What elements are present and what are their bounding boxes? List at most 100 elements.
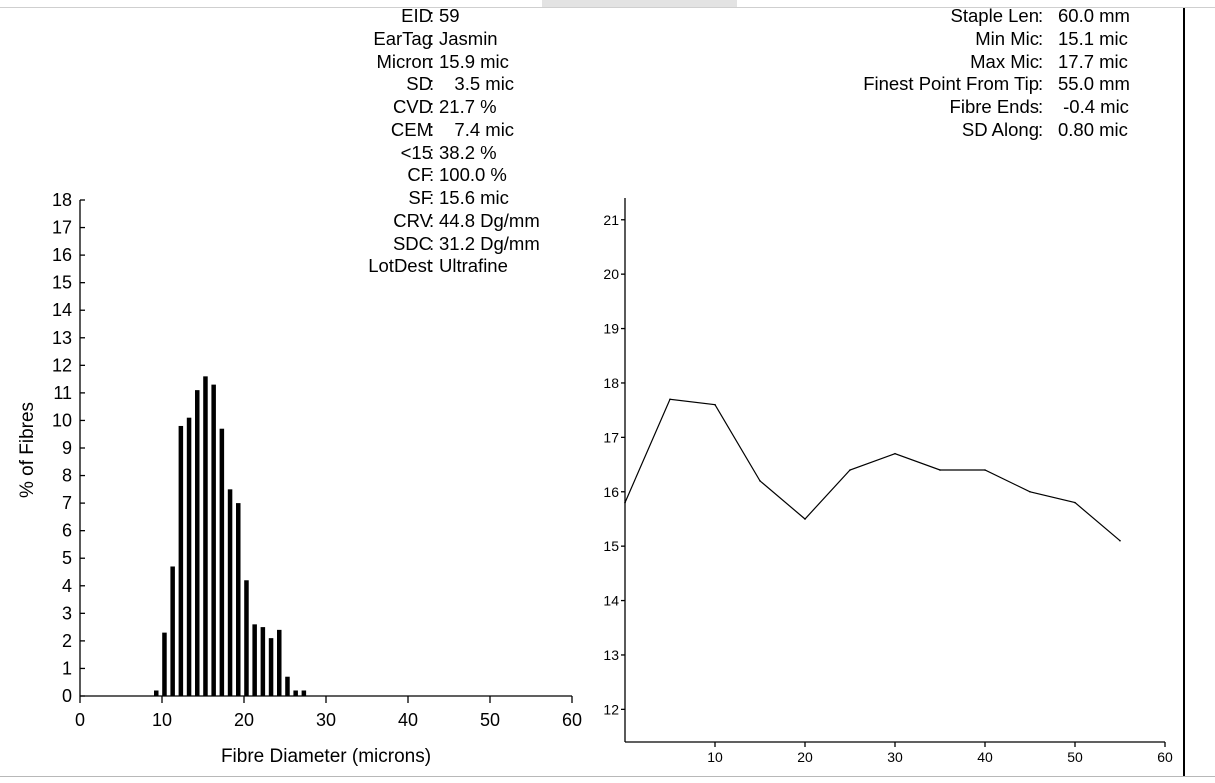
profile-y-tick-label: 12 <box>603 701 619 717</box>
staple-stat-staple-len-row: Staple Len:60.0 mm <box>800 5 1180 28</box>
histogram-y-tick-label: 5 <box>62 548 72 568</box>
stat-crv-row: CRV:44.8 Dg/mm <box>300 210 600 233</box>
profile-data-point <box>1074 501 1076 504</box>
stat-crv-value: 44.8 Dg/mm <box>439 209 540 231</box>
report-bottom-edge <box>0 776 1215 777</box>
stat-eid-value: 59 <box>439 5 460 26</box>
histogram-y-tick-label: 11 <box>53 383 72 403</box>
histogram-y-tick-label: 15 <box>52 273 72 293</box>
histogram-x-tick-label: 40 <box>398 710 418 730</box>
stat-cvd-row: CVD:21.7 % <box>300 96 600 119</box>
staple-stat-fibre-ends-row: Fibre Ends: -0.4 mic <box>800 96 1180 119</box>
stat-cem-value: 7.4 mic <box>439 118 515 140</box>
histogram-y-tick-label: 0 <box>62 686 72 706</box>
histogram-bar <box>236 503 241 696</box>
stat-cf-value: 100.0 % <box>439 164 507 186</box>
histogram-bar <box>260 627 266 696</box>
histogram-x-tick-label: 20 <box>234 710 254 730</box>
staple-stat-fibre-ends-label: Fibre Ends <box>949 96 1039 117</box>
staple-stat-min-mic-value: 15.1 mic <box>1058 27 1128 49</box>
staple-stat-sd-along-label: SD Along <box>961 118 1039 140</box>
stat-sdc-label: SDC <box>392 232 432 254</box>
histogram-bar <box>268 638 274 696</box>
stat-sd-label: SD <box>406 73 432 95</box>
stat-lotdest-value: Ultrafine <box>439 255 508 277</box>
staple-stat-min-mic-separator: : <box>1038 27 1044 49</box>
histogram-bar <box>195 390 200 696</box>
stat-crv-label: CRV <box>393 209 432 231</box>
histogram-x-tick-label: 60 <box>562 710 582 730</box>
staple-stat-finest-point-from-tip-label: Finest Point From Tip <box>863 73 1039 95</box>
stat-cf-row: CF:100.0 % <box>300 164 600 187</box>
histogram-y-tick-label: 3 <box>62 603 72 623</box>
histogram-y-tick-label: 14 <box>52 300 72 320</box>
histogram-bar <box>301 690 307 696</box>
staple-stats-panel: Staple Len:60.0 mm Min Mic:15.1 mic Max Mi… <box>800 5 1180 142</box>
profile-y-tick-label: 18 <box>603 375 619 391</box>
stat-sf-value: 15.6 mic <box>439 187 509 208</box>
histogram-y-tick-label: 12 <box>52 355 72 375</box>
profile-x-tick-label: 10 <box>707 749 723 765</box>
histogram-bar <box>277 629 282 696</box>
profile-x-tick-label: 50 <box>1067 749 1083 765</box>
stat-sd-separator: : <box>429 73 435 95</box>
staple-stat-min-mic-row: Min Mic:15.1 mic <box>800 28 1180 51</box>
staple-stat-staple-len-separator: : <box>1038 5 1044 26</box>
histogram-y-tick-label: 4 <box>62 576 72 596</box>
histogram-bar <box>227 489 233 696</box>
stat-sf-row: SF:15.6 mic <box>300 187 600 210</box>
stat-eartag-separator: : <box>429 27 435 49</box>
report-right-border <box>1183 8 1185 776</box>
profile-data-point <box>849 469 851 471</box>
histogram-bar <box>252 624 257 696</box>
stat-cf-separator: : <box>429 164 435 186</box>
profile-data-point <box>624 501 626 504</box>
histogram-x-tick-label: 10 <box>152 710 172 730</box>
profile-data-point <box>669 398 671 401</box>
stat-eid-row: EID:59 <box>300 5 600 28</box>
profile-y-tick-label: 19 <box>603 321 619 337</box>
histogram-bar <box>211 384 216 696</box>
histogram-bar <box>186 417 192 696</box>
histogram-bar <box>244 580 249 696</box>
histogram-y-tick-label: 18 <box>52 190 72 210</box>
histogram-bar <box>162 632 167 696</box>
histogram-bar <box>285 676 290 696</box>
staple-stat-max-mic-label: Max Mic <box>970 50 1039 72</box>
staple-stat-max-mic-separator: : <box>1038 50 1044 72</box>
stat-sd-value: 3.5 mic <box>439 73 515 95</box>
histogram-x-tick-label: 0 <box>75 710 85 730</box>
stat-eartag-label: EarTag <box>373 27 432 49</box>
staple-stat-finest-point-from-tip-value: 55.0 mm <box>1058 73 1130 95</box>
profile-data-point <box>984 469 986 471</box>
staple-stat-sd-along-row: SD Along:0.80 mic <box>800 119 1180 142</box>
histogram-bar <box>203 376 208 696</box>
staple-stat-staple-len-label: Staple Len <box>950 5 1039 26</box>
stat-micron-row: Micron:15.9 mic <box>300 51 600 74</box>
stat-lotdest-separator: : <box>429 255 435 277</box>
histogram-bar <box>154 690 159 696</box>
profile-x-tick-label: 40 <box>977 749 993 765</box>
profile-y-tick-label: 20 <box>603 266 619 282</box>
stat-cvd-value: 21.7 % <box>439 96 497 117</box>
profile-y-tick-label: 17 <box>603 429 619 445</box>
profile-data-point <box>759 480 761 482</box>
staple-stat-sd-along-value: 0.80 mic <box>1058 118 1128 140</box>
stat-15-value: 38.2 % <box>439 141 497 163</box>
histogram-y-tick-label: 16 <box>52 245 72 265</box>
histogram-x-tick-label: 50 <box>480 710 500 730</box>
stat-micron-value: 15.9 mic <box>439 50 509 72</box>
stat-15-separator: : <box>429 141 435 163</box>
profile-x-tick-label: 60 <box>1157 749 1173 765</box>
stat-cem-label: CEM <box>390 118 432 140</box>
histogram-y-tick-label: 7 <box>62 493 72 513</box>
stat-micron-label: Micron <box>376 50 432 72</box>
profile-y-tick-label: 15 <box>603 538 619 554</box>
profile-data-point <box>894 452 896 455</box>
stat-cvd-label: CVD <box>392 96 432 117</box>
stat-cem-row: CEM: 7.4 mic <box>300 119 600 142</box>
stat-eartag-value: Jasmin <box>439 27 498 49</box>
histogram-bar <box>178 425 184 696</box>
